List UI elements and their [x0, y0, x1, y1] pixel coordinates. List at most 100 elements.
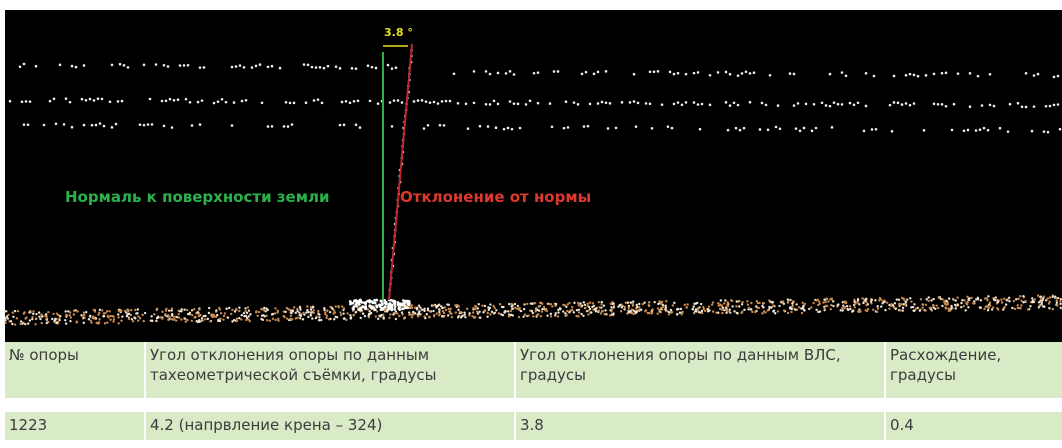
point: [1009, 103, 1012, 106]
point: [353, 300, 356, 303]
point: [945, 307, 947, 309]
point: [46, 322, 48, 324]
point: [350, 301, 353, 304]
point: [947, 307, 949, 309]
point: [186, 309, 188, 311]
point: [321, 102, 324, 105]
point: [177, 313, 179, 315]
point: [19, 323, 21, 325]
point: [702, 306, 704, 308]
point: [540, 315, 542, 317]
point: [941, 298, 943, 300]
point: [787, 312, 789, 314]
point: [815, 127, 818, 130]
point: [364, 315, 366, 317]
point: [986, 299, 988, 301]
point: [578, 309, 580, 311]
point: [847, 309, 849, 311]
point: [909, 104, 912, 107]
point: [339, 124, 342, 127]
point: [692, 308, 694, 310]
point: [4, 317, 6, 319]
point: [132, 320, 134, 322]
point: [680, 308, 682, 310]
point: [364, 307, 367, 310]
point: [711, 303, 713, 305]
point: [58, 319, 60, 321]
point: [73, 310, 75, 312]
point: [387, 64, 390, 67]
point: [203, 315, 205, 317]
point: [99, 309, 101, 311]
point: [767, 128, 770, 131]
point: [775, 126, 778, 129]
point: [638, 303, 640, 305]
point: [815, 299, 817, 301]
point: [511, 308, 513, 310]
point: [433, 304, 435, 306]
point: [343, 307, 345, 309]
point: [238, 307, 240, 309]
point: [171, 309, 173, 311]
point: [638, 306, 640, 308]
point: [274, 307, 276, 309]
point: [24, 323, 26, 325]
point: [735, 300, 737, 302]
point: [375, 299, 378, 302]
point: [448, 304, 450, 306]
table-header: № опоры Угол отклонения опоры по данным …: [5, 342, 1062, 398]
point: [121, 100, 124, 103]
point: [610, 306, 612, 308]
point: [429, 101, 432, 104]
point: [472, 307, 474, 309]
point: [973, 302, 975, 304]
point: [487, 306, 489, 308]
point: [465, 102, 468, 105]
point: [1033, 74, 1036, 77]
point: [396, 312, 398, 314]
point: [225, 101, 228, 104]
point: [223, 315, 225, 317]
point: [735, 305, 737, 307]
point: [247, 306, 249, 308]
point: [703, 308, 705, 310]
point: [677, 101, 680, 104]
point: [1022, 295, 1024, 297]
point: [319, 66, 322, 69]
point: [605, 313, 607, 315]
point: [1037, 73, 1040, 76]
point: [568, 311, 570, 313]
point: [883, 301, 885, 303]
point: [485, 70, 488, 73]
point: [117, 313, 119, 315]
point: [227, 317, 229, 319]
point: [749, 101, 752, 104]
point: [246, 312, 248, 314]
point: [970, 297, 972, 299]
point: [510, 310, 512, 312]
point: [266, 319, 268, 321]
point: [526, 303, 528, 305]
point: [1027, 308, 1029, 310]
point: [413, 100, 416, 103]
point: [198, 315, 200, 317]
point: [701, 312, 703, 314]
point: [582, 315, 584, 317]
point: [693, 101, 696, 104]
point: [215, 309, 217, 311]
point: [693, 303, 695, 305]
point: [517, 305, 519, 307]
point: [323, 67, 326, 70]
point: [963, 299, 965, 301]
point: [449, 100, 452, 103]
point: [27, 322, 29, 324]
point: [913, 303, 915, 305]
point: [11, 323, 13, 325]
point: [955, 307, 957, 309]
point: [587, 125, 590, 128]
point: [120, 320, 122, 322]
point: [398, 308, 401, 311]
point: [642, 303, 644, 305]
point: [325, 317, 327, 319]
point: [531, 310, 533, 312]
